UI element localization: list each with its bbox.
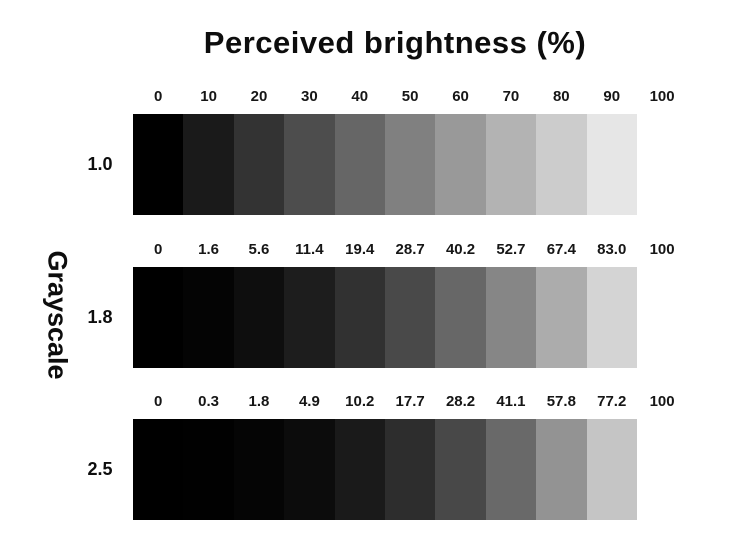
brightness-value-label: 0 — [154, 88, 163, 105]
chart-title: Perceived brightness (%) — [203, 25, 587, 60]
brightness-value-label: 10.2 — [345, 393, 375, 410]
brightness-value-label: 57.8 — [546, 393, 576, 410]
brightness-value-label: 19.4 — [345, 241, 375, 258]
grayscale-segment — [435, 114, 486, 215]
grayscale-segment — [233, 419, 285, 520]
grayscale-segment — [586, 114, 637, 215]
brightness-value-label: 90 — [603, 88, 621, 105]
brightness-value-label: 11.4 — [295, 241, 324, 258]
brightness-labels: 0 0.3 1.8 4.9 10.2 17.7 28.2 41.1 57.8 77.2 100 — [133, 392, 688, 412]
brightness-value-label: 28.2 — [445, 393, 476, 410]
brightness-labels: 0 1.6 5.6 11.4 19.4 28.7 40.2 52.7 67.4 83.0 100 — [133, 240, 688, 260]
gamma-row: 2.5 0 0.3 1.8 4.9 10.2 17.7 28.2 41.1 57.8 77.2 100 — [87, 392, 688, 520]
brightness-value-label: 40 — [351, 88, 369, 105]
grayscale-segment — [183, 419, 234, 520]
brightness-value-label: 20 — [250, 88, 268, 105]
grayscale-segment — [586, 267, 637, 368]
brightness-value-label: 0.3 — [198, 393, 220, 410]
brightness-value-label: 30 — [301, 88, 318, 105]
gamma-row: 1.8 0 1.6 5.6 11.4 19.4 28.7 40.2 52.7 67.4 83.0 10… — [87, 240, 688, 368]
grayscale-segment — [183, 267, 234, 368]
brightness-value-label: 100 — [649, 88, 675, 105]
grayscale-bar — [133, 419, 688, 520]
grayscale-segment — [334, 267, 385, 368]
grayscale-bar — [133, 267, 688, 368]
brightness-value-label: 100 — [649, 393, 675, 410]
grayscale-segment — [536, 267, 587, 368]
grayscale-segment — [384, 419, 436, 520]
brightness-value-label: 28.7 — [395, 241, 425, 258]
grayscale-segment — [183, 114, 234, 215]
brightness-value-label: 100 — [649, 241, 675, 258]
brightness-value-label: 5.6 — [248, 241, 270, 258]
grayscale-segment — [133, 419, 184, 520]
grayscale-segment — [536, 419, 587, 520]
grayscale-segment — [536, 114, 587, 215]
brightness-value-label: 40.2 — [445, 241, 476, 258]
brightness-value-label: 50 — [401, 88, 419, 105]
brightness-value-label: 1.6 — [198, 241, 220, 258]
brightness-value-label: 80 — [552, 88, 570, 105]
grayscale-segment — [284, 267, 335, 368]
gamma-row: 1.0 0 10 20 30 40 50 60 70 80 90 100 — [87, 87, 688, 215]
brightness-value-label: 41.1 — [496, 393, 526, 410]
grayscale-segment — [435, 267, 486, 368]
grayscale-segment — [233, 114, 285, 215]
gamma-value-label: 2.5 — [87, 459, 113, 479]
brightness-value-label: 0 — [154, 393, 163, 410]
grayscale-bar — [133, 114, 688, 215]
brightness-value-label: 4.9 — [298, 393, 320, 410]
grayscale-segment — [485, 114, 537, 215]
brightness-value-label: 83.0 — [597, 241, 627, 258]
grayscale-segment — [233, 267, 285, 368]
grayscale-segment — [284, 419, 335, 520]
brightness-value-label: 17.7 — [395, 393, 425, 410]
grayscale-segment — [435, 419, 486, 520]
brightness-value-label: 10 — [200, 88, 217, 105]
gamma-value-label: 1.0 — [87, 154, 113, 174]
brightness-labels: 0 10 20 30 40 50 60 70 80 90 100 — [133, 87, 688, 107]
grayscale-segment — [334, 419, 385, 520]
grayscale-segment — [636, 114, 688, 215]
brightness-value-label: 77.2 — [597, 393, 627, 410]
brightness-value-label: 0 — [154, 241, 163, 258]
grayscale-segment — [485, 267, 537, 368]
grayscale-segment — [384, 267, 436, 368]
brightness-value-label: 67.4 — [546, 241, 576, 258]
gamma-value-label: 1.8 — [87, 307, 113, 327]
brightness-value-label: 52.7 — [496, 241, 526, 258]
grayscale-segment — [586, 419, 637, 520]
brightness-value-label: 1.8 — [248, 393, 270, 410]
brightness-value-label: 60 — [452, 88, 469, 105]
grayscale-segment — [284, 114, 335, 215]
grayscale-segment — [485, 419, 537, 520]
grayscale-segment — [636, 419, 688, 520]
brightness-value-label: 70 — [502, 88, 520, 105]
grayscale-segment — [133, 114, 184, 215]
grayscale-segment — [334, 114, 385, 215]
grayscale-segment — [133, 267, 184, 368]
grayscale-segment — [636, 267, 688, 368]
grayscale-segment — [384, 114, 436, 215]
